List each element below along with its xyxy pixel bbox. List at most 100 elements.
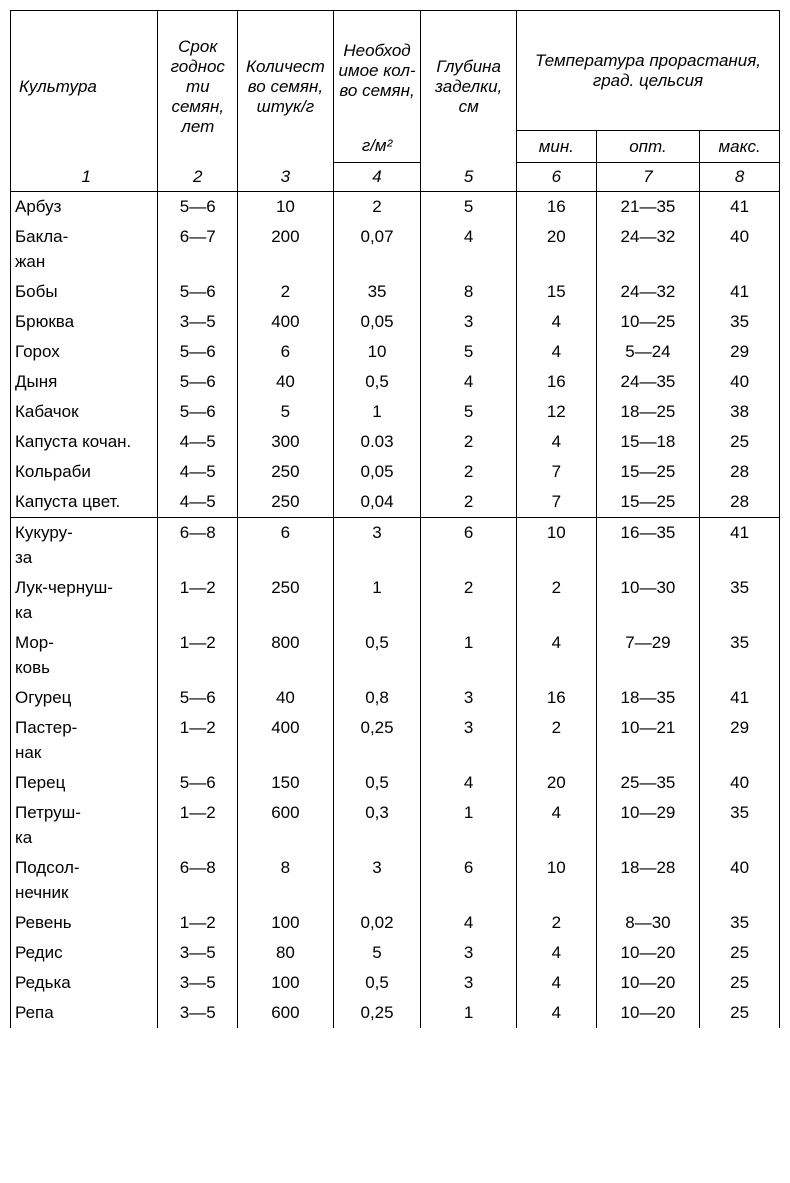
culture-cell: Дыня <box>11 367 158 397</box>
data-cell <box>333 883 421 908</box>
header-temp-opt: опт. <box>596 131 700 163</box>
data-cell: 10 <box>516 518 596 549</box>
column-number-row: 1 2 3 4 5 6 7 8 <box>11 163 780 192</box>
header-culture: Культура <box>11 11 158 163</box>
data-cell: 0,02 <box>333 908 421 938</box>
data-cell: 2 <box>238 277 334 307</box>
data-cell <box>596 658 700 683</box>
data-cell <box>596 252 700 277</box>
table-row: Капуста цвет.4—52500,042715—2528 <box>11 487 780 518</box>
data-cell: 5—24 <box>596 337 700 367</box>
data-cell <box>700 743 780 768</box>
table-row: Арбуз5—610251621—3541 <box>11 192 780 223</box>
data-cell: 6 <box>421 518 517 549</box>
data-cell: 18—35 <box>596 683 700 713</box>
data-cell: 15—18 <box>596 427 700 457</box>
data-cell: 6 <box>238 337 334 367</box>
data-cell: 200 <box>238 222 334 252</box>
data-cell <box>421 828 517 853</box>
data-cell: 25 <box>700 968 780 998</box>
data-cell: 24—32 <box>596 222 700 252</box>
data-cell: 10 <box>516 853 596 883</box>
culture-cell: Кольраби <box>11 457 158 487</box>
data-cell: 25 <box>700 938 780 968</box>
table-row: Горох5—6610545—2429 <box>11 337 780 367</box>
data-cell: 4 <box>516 337 596 367</box>
data-cell: 6—8 <box>158 518 238 549</box>
data-cell: 20 <box>516 768 596 798</box>
data-cell: 40 <box>700 222 780 252</box>
data-cell: 3 <box>333 518 421 549</box>
data-cell: 35 <box>700 573 780 603</box>
data-cell: 40 <box>700 853 780 883</box>
data-cell <box>158 828 238 853</box>
data-cell <box>238 743 334 768</box>
data-cell <box>700 252 780 277</box>
header-planting-depth: Глубина заделки, см <box>421 11 517 163</box>
data-cell <box>333 252 421 277</box>
data-cell: 0,8 <box>333 683 421 713</box>
data-cell: 0,5 <box>333 968 421 998</box>
data-cell: 0,05 <box>333 307 421 337</box>
table-row: Капуста кочан.4—53000.032415—1825 <box>11 427 780 457</box>
data-cell: 0,3 <box>333 798 421 828</box>
data-cell: 7 <box>516 457 596 487</box>
data-cell: 5—6 <box>158 277 238 307</box>
data-cell: 0,05 <box>333 457 421 487</box>
col-num-5: 5 <box>421 163 517 192</box>
data-cell <box>333 828 421 853</box>
data-cell <box>421 252 517 277</box>
table-row: Кольраби4—52500,052715—2528 <box>11 457 780 487</box>
data-cell <box>516 658 596 683</box>
data-cell: 40 <box>238 683 334 713</box>
culture-cell: Мор- <box>11 628 158 658</box>
data-cell: 10 <box>238 192 334 223</box>
culture-cell: за <box>11 548 158 573</box>
table-row: нак <box>11 743 780 768</box>
data-cell <box>333 603 421 628</box>
data-cell <box>516 828 596 853</box>
table-row: Кукуру-6—86361016—3541 <box>11 518 780 549</box>
data-cell: 15—25 <box>596 487 700 518</box>
data-cell: 3 <box>421 307 517 337</box>
data-cell: 35 <box>700 908 780 938</box>
data-cell <box>596 743 700 768</box>
data-cell: 28 <box>700 487 780 518</box>
col-num-6: 6 <box>516 163 596 192</box>
culture-cell: Перец <box>11 768 158 798</box>
data-cell: 16 <box>516 683 596 713</box>
data-cell <box>700 828 780 853</box>
table-row: Петруш-1—26000,31410—2935 <box>11 798 780 828</box>
data-cell: 41 <box>700 192 780 223</box>
culture-cell: Брюква <box>11 307 158 337</box>
data-cell <box>238 883 334 908</box>
table-body: Арбуз5—610251621—3541Бакла-6—72000,07420… <box>11 192 780 1029</box>
col-num-7: 7 <box>596 163 700 192</box>
culture-cell: Кукуру- <box>11 518 158 549</box>
table-row: Огурец5—6400,831618—3541 <box>11 683 780 713</box>
table-row: жан <box>11 252 780 277</box>
data-cell: 0,5 <box>333 367 421 397</box>
data-cell: 10 <box>333 337 421 367</box>
data-cell: 6—7 <box>158 222 238 252</box>
culture-cell: Огурец <box>11 683 158 713</box>
culture-cell: нак <box>11 743 158 768</box>
data-cell: 3—5 <box>158 307 238 337</box>
data-cell: 0.03 <box>333 427 421 457</box>
data-cell: 4 <box>516 307 596 337</box>
culture-cell: Капуста цвет. <box>11 487 158 518</box>
data-cell: 35 <box>333 277 421 307</box>
col-num-3: 3 <box>238 163 334 192</box>
data-cell: 1—2 <box>158 713 238 743</box>
data-cell <box>700 883 780 908</box>
data-cell: 10—20 <box>596 938 700 968</box>
data-cell: 38 <box>700 397 780 427</box>
data-cell: 4 <box>516 998 596 1028</box>
data-cell: 3—5 <box>158 968 238 998</box>
data-cell: 10—21 <box>596 713 700 743</box>
data-cell: 1—2 <box>158 908 238 938</box>
data-cell: 2 <box>516 713 596 743</box>
data-cell: 35 <box>700 628 780 658</box>
data-cell <box>421 658 517 683</box>
table-row: Редька3—51000,53410—2025 <box>11 968 780 998</box>
